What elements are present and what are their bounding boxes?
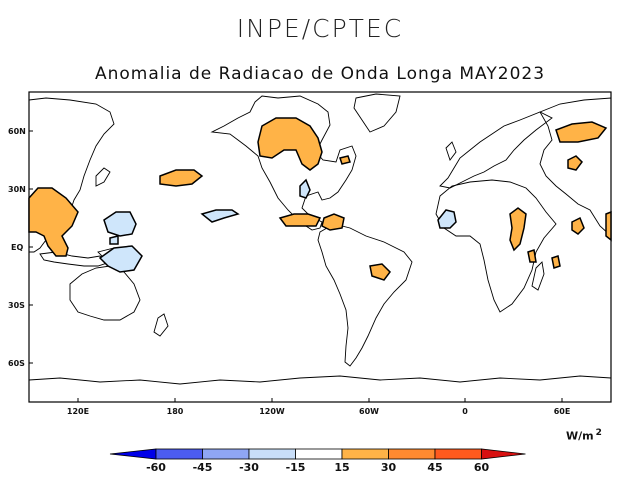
colorbar-level-label: 30 [381,461,397,474]
anomaly-negative-equator-pacific-small [109,235,119,245]
new-zealand-coast [153,313,169,337]
anomaly-positive-arabia [567,155,583,171]
colorbar-level-label: -30 [239,461,259,474]
anomaly-negative-mexico [299,178,311,199]
british-isles-coast [445,141,457,161]
europe-coast [439,111,553,189]
greenland-coast [353,93,401,133]
colorbar-segment [202,448,250,460]
anomaly-positive-ne-pacific [159,169,204,187]
north-america-coast [210,95,357,231]
anomaly-negative-west-africa [437,209,457,229]
longitude-axis: 120E 180 120W 60W 0 60E [67,398,570,416]
lat-label-60n: 60N [8,127,26,136]
anomaly-positive-east-pacific [278,213,322,227]
colorbar-segment [155,448,203,460]
units-text: W/m [566,429,594,443]
colorbar-level-label: -15 [286,461,306,474]
anomaly-positive-se-asia [28,187,79,257]
colorbar: -60 -45 -30 -15 15 30 45 60 [109,448,526,474]
lat-label-30n: 30N [8,185,26,194]
anomaly-regions [28,117,612,281]
colorbar-segment [388,448,436,460]
lon-label-0: 0 [462,407,468,416]
lon-label-60e: 60E [554,407,571,416]
south-america-coast [317,223,413,367]
africa-coast [435,179,557,313]
anomaly-positive-madagascar-sea [551,255,561,269]
australia-coast [69,265,141,321]
colorbar-level-label: 15 [334,461,349,474]
map-title: Anomalia de Radiacao de Onda Longa MAY20… [94,64,546,84]
japan-coast [95,167,111,187]
colorbar-segment [434,448,482,460]
lon-label-60w: 60W [359,407,379,416]
anomaly-positive-india-right-edge [605,210,612,242]
anomaly-negative-central-pacific [200,209,240,223]
anomaly-positive-brazil [369,263,391,281]
units-exponent: 2 [595,428,602,438]
anomaly-positive-east-africa [509,207,527,252]
colorbar-level-label: 60 [474,461,490,474]
colorbar-segment [341,448,389,460]
anomaly-positive-canada [257,117,323,171]
colorbar-level-label: -45 [193,461,213,474]
anomaly-positive-atlantic-small [339,155,351,165]
colorbar-segment [248,448,296,460]
colorbar-level-label: 45 [427,461,442,474]
antarctica-coast [28,375,612,385]
lon-label-180: 180 [167,407,184,416]
coastlines [28,93,612,385]
anomaly-positive-sw-africa [527,249,537,263]
units-label: W/m 2 [566,428,602,443]
anomaly-positive-caribbean [321,213,345,231]
asia-west-coast-left [28,97,115,253]
colorbar-level-label: -60 [146,461,166,474]
asia-east-coast-right [539,97,612,238]
anomaly-negative-south-pacific [98,245,143,273]
indonesia-coast [39,251,112,267]
madagascar-coast [531,261,545,291]
org-title: INPE/CPTEC [236,14,404,43]
colorbar-segment [295,448,343,460]
lon-label-120w: 120W [259,407,285,416]
anomaly-negative-west-pacific [103,211,137,237]
anomaly-positive-horn-africa [571,216,585,235]
colorbar-low-arrow [109,448,157,460]
lat-label-60s: 60S [8,359,25,368]
lat-label-30s: 30S [8,301,25,310]
colorbar-high-arrow [481,448,526,460]
anomaly-positive-siberia [555,121,608,143]
lat-label-eq: EQ [11,243,23,252]
latitude-axis: 60N 30N EQ 30S 60S [8,127,33,368]
lon-label-120e: 120E [67,407,89,416]
